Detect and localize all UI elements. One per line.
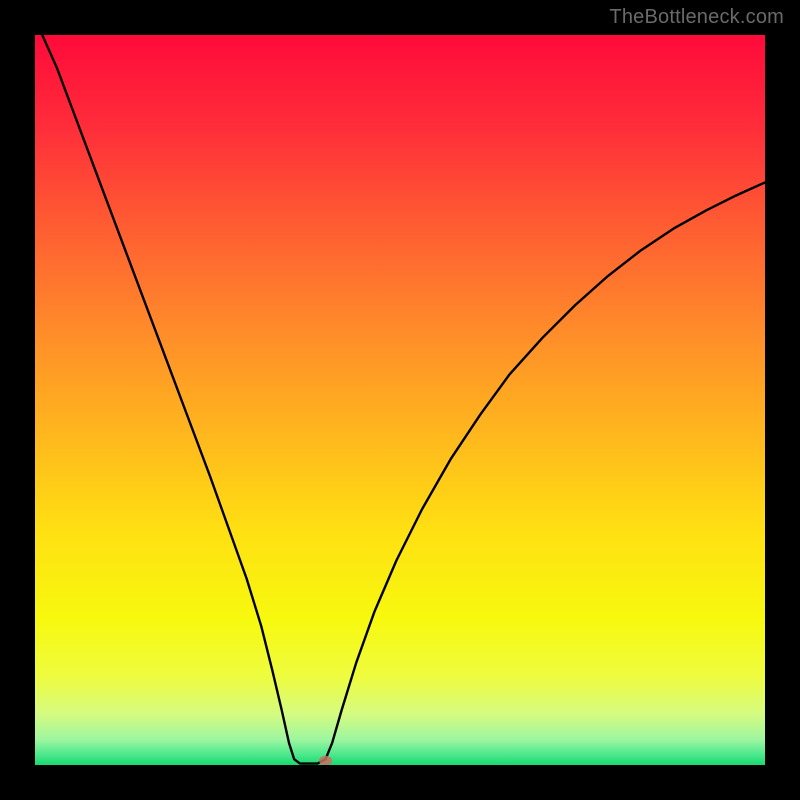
chart-background xyxy=(35,35,765,765)
watermark-text: TheBottleneck.com xyxy=(609,6,784,29)
bottleneck-curve-chart xyxy=(35,35,765,765)
chart-plot-area xyxy=(35,35,765,765)
